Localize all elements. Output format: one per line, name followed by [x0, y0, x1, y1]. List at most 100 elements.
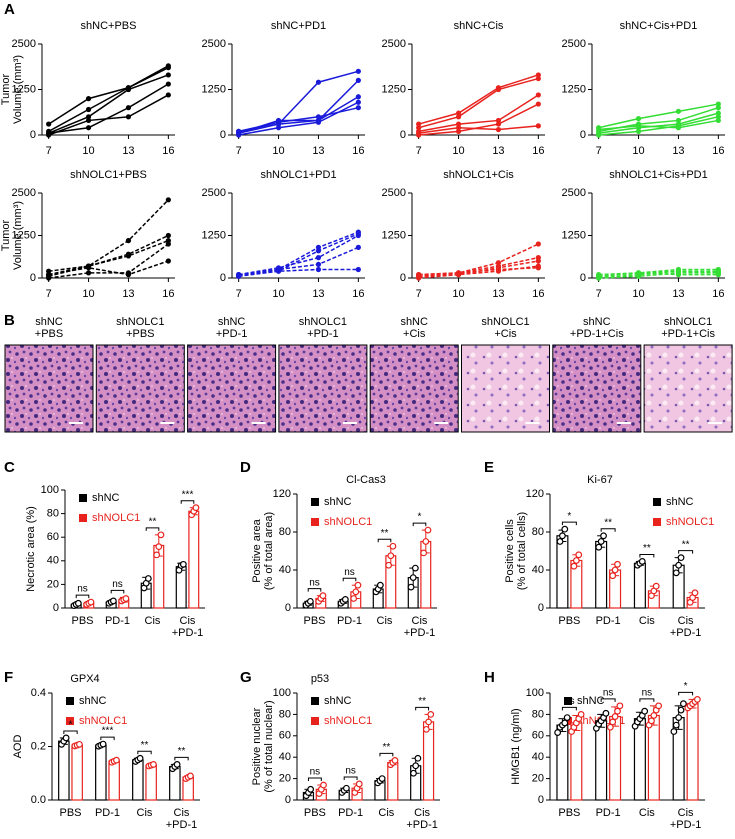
data-point	[652, 582, 660, 590]
histology-image	[552, 344, 642, 433]
line	[238, 234, 359, 276]
point	[635, 116, 642, 122]
point	[85, 106, 92, 113]
x-tick-label: +PD-1	[404, 627, 436, 639]
chart-title: shNC+PBS	[81, 20, 137, 32]
bar	[95, 744, 107, 801]
y-tick-label: 1250	[202, 229, 226, 241]
data-point	[376, 581, 384, 589]
data-point	[179, 560, 187, 568]
x-tick-label: Cis	[639, 807, 655, 819]
point	[416, 272, 422, 278]
significance-label: ns	[77, 584, 88, 595]
data-point	[638, 558, 646, 565]
x-tick-label: Cis	[678, 615, 694, 627]
data-point	[577, 711, 585, 718]
point	[355, 94, 361, 100]
point	[675, 108, 682, 114]
legend-label: shNC	[666, 496, 694, 508]
point	[315, 266, 322, 273]
point	[416, 130, 422, 136]
data-point	[648, 717, 655, 725]
x-tick-label: 10	[272, 288, 284, 300]
point	[535, 241, 541, 247]
bar	[422, 721, 435, 801]
data-point	[187, 772, 194, 780]
line	[418, 243, 539, 278]
line	[598, 272, 719, 279]
significance-label: ns	[564, 696, 575, 707]
point	[455, 114, 462, 120]
data-point	[144, 575, 152, 582]
y-tick-label: 2500	[562, 38, 586, 50]
bar	[387, 761, 399, 801]
point	[535, 75, 541, 82]
significance-label: ns	[309, 577, 320, 588]
y-tick-label: 80	[532, 526, 544, 538]
y-tick-label: 40	[279, 564, 291, 576]
data-point	[320, 781, 327, 789]
y-tick-label: 60	[279, 730, 291, 742]
legend-swatch	[66, 697, 74, 705]
x-tick-label: PBS	[71, 615, 93, 627]
point	[125, 238, 132, 244]
panel-letter: A	[4, 1, 15, 18]
line	[418, 103, 539, 136]
image-label: shNOLC1	[299, 316, 347, 328]
significance-bracket	[145, 527, 160, 531]
chart-title: shNOLC1+PD1	[260, 169, 336, 181]
data-point	[675, 714, 683, 722]
significance-label: ns	[603, 687, 614, 698]
significance-label: ns	[310, 767, 321, 778]
significance-bracket	[63, 730, 78, 734]
data-point	[600, 532, 607, 540]
point	[455, 128, 462, 134]
legend-label: shNOLC1	[79, 715, 127, 727]
data-point	[411, 564, 419, 572]
y-tick-label: 2500	[562, 187, 586, 199]
data-point	[424, 526, 432, 534]
x-tick-label: 10	[272, 145, 284, 157]
legend-label: shNOLC1	[92, 512, 140, 524]
panel-letter: B	[4, 312, 15, 329]
x-tick-label: 13	[122, 288, 134, 300]
data-point	[378, 775, 386, 782]
point	[596, 126, 602, 133]
image-label: +Cis	[403, 328, 426, 340]
line	[48, 199, 169, 272]
point	[46, 272, 52, 278]
data-point	[693, 696, 701, 703]
point	[315, 114, 322, 120]
line	[238, 106, 359, 133]
data-point	[650, 712, 658, 719]
significance-bracket	[100, 736, 115, 741]
y-tick-label: 0	[285, 602, 291, 614]
x-tick-label: +PD-1	[172, 627, 204, 639]
x-tick-label: Cis	[137, 807, 153, 819]
legend-label: shNC	[324, 496, 352, 508]
x-tick-label: 13	[492, 288, 504, 300]
bar	[58, 740, 70, 801]
y-tick-label: 0	[30, 129, 36, 141]
point	[495, 266, 502, 273]
significance-label: **	[381, 528, 389, 539]
histology-image	[461, 344, 550, 433]
line	[418, 77, 539, 129]
data-point	[675, 561, 683, 569]
y-tick-label: 60	[47, 531, 59, 543]
y-tick-label: 0	[220, 272, 226, 284]
data-point	[407, 583, 415, 591]
point	[46, 132, 52, 138]
y-axis-label: Necrotic area (%)	[25, 506, 37, 592]
significance-label: ns	[344, 567, 355, 578]
line	[48, 243, 169, 279]
x-tick-label: 16	[532, 145, 544, 157]
y-tick-label: 120	[526, 488, 544, 500]
line	[238, 70, 359, 133]
line	[418, 256, 539, 276]
x-tick-label: 7	[596, 145, 602, 157]
y-tick-label: 80	[279, 526, 291, 538]
y-tick-label: 100	[273, 687, 291, 699]
x-tick-label: 7	[236, 145, 242, 157]
